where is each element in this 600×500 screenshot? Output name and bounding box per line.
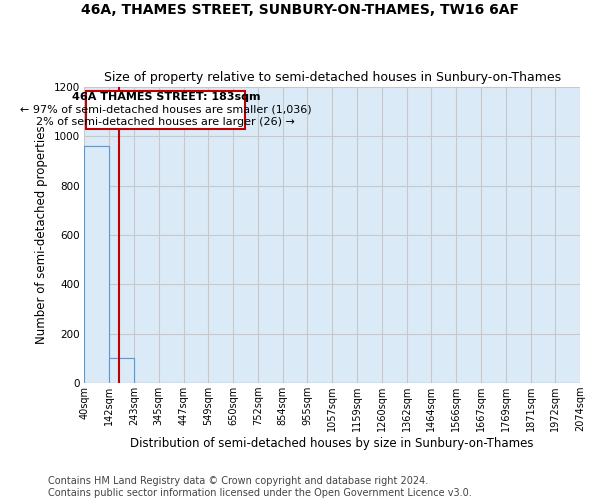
Text: 46A, THAMES STREET, SUNBURY-ON-THAMES, TW16 6AF: 46A, THAMES STREET, SUNBURY-ON-THAMES, T… (81, 2, 519, 16)
Bar (85, 146, 109, 383)
Bar (85, 146, 109, 383)
Bar (109, 358, 134, 383)
X-axis label: Distribution of semi-detached houses by size in Sunbury-on-Thames: Distribution of semi-detached houses by … (130, 437, 534, 450)
FancyBboxPatch shape (86, 91, 245, 129)
Text: ← 97% of semi-detached houses are smaller (1,036): ← 97% of semi-detached houses are smalle… (20, 105, 311, 115)
Text: 2% of semi-detached houses are larger (26) →: 2% of semi-detached houses are larger (2… (37, 118, 295, 128)
Bar (109, 358, 134, 383)
Y-axis label: Number of semi-detached properties: Number of semi-detached properties (35, 126, 48, 344)
Text: 46A THAMES STREET: 183sqm: 46A THAMES STREET: 183sqm (71, 92, 260, 102)
Title: Size of property relative to semi-detached houses in Sunbury-on-Thames: Size of property relative to semi-detach… (104, 72, 561, 85)
Text: Contains HM Land Registry data © Crown copyright and database right 2024.
Contai: Contains HM Land Registry data © Crown c… (48, 476, 472, 498)
